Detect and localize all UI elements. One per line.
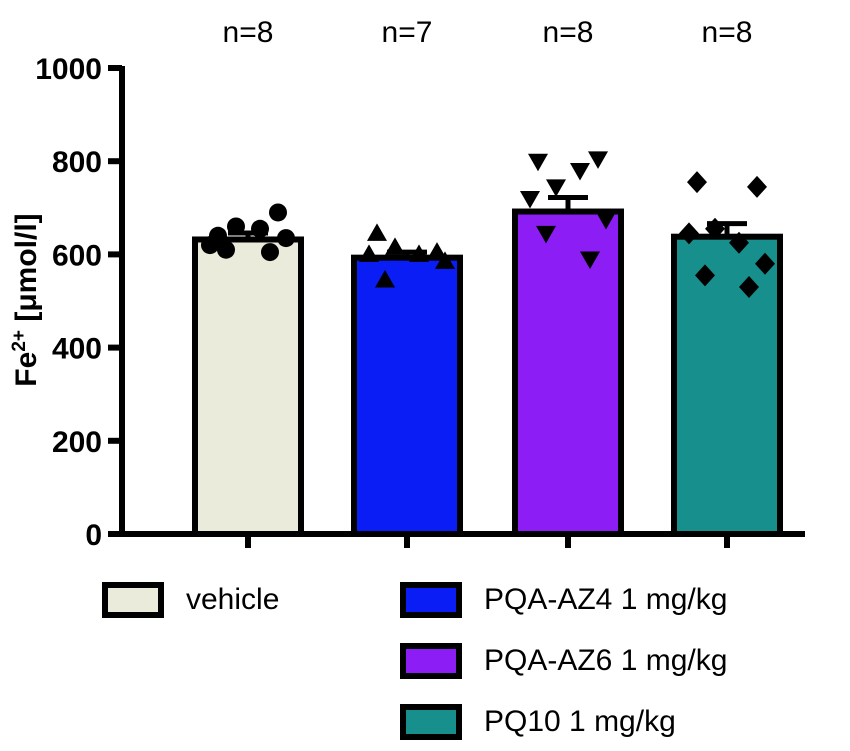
y-tick-label: 0 bbox=[85, 519, 102, 552]
data-point bbox=[375, 270, 395, 288]
data-point bbox=[427, 242, 447, 260]
data-point bbox=[705, 217, 725, 240]
data-point bbox=[755, 252, 775, 275]
n-label: n=7 bbox=[382, 16, 433, 49]
data-point bbox=[687, 171, 707, 194]
y-tick-label: 800 bbox=[52, 146, 102, 179]
y-tick-label: 200 bbox=[52, 426, 102, 459]
bar bbox=[192, 236, 304, 537]
data-point bbox=[520, 190, 540, 209]
y-tick-label: 1000 bbox=[35, 53, 102, 86]
data-point bbox=[596, 211, 616, 230]
data-point bbox=[536, 225, 556, 244]
data-point bbox=[739, 276, 759, 299]
bar bbox=[671, 233, 783, 538]
bar bbox=[512, 208, 624, 537]
data-point bbox=[269, 203, 287, 222]
y-axis: 0 200 400 600 800 1000 bbox=[35, 53, 125, 552]
data-point bbox=[367, 223, 387, 241]
data-point bbox=[385, 237, 405, 255]
data-points bbox=[201, 151, 775, 299]
y-tick-label: 600 bbox=[52, 239, 102, 272]
data-point bbox=[359, 244, 379, 262]
data-point bbox=[227, 217, 245, 236]
y-axis-title: Fe2+ [μmol/l] bbox=[9, 213, 43, 386]
data-point bbox=[588, 151, 608, 169]
data-point bbox=[747, 175, 767, 198]
data-point bbox=[695, 264, 715, 287]
y-tick-label: 400 bbox=[52, 333, 102, 366]
data-point bbox=[570, 163, 590, 181]
data-point bbox=[679, 222, 699, 245]
error-bars bbox=[228, 195, 747, 258]
bar bbox=[351, 254, 463, 537]
data-point bbox=[409, 244, 429, 262]
data-point bbox=[528, 153, 548, 172]
data-point bbox=[261, 243, 279, 262]
n-label: n=8 bbox=[543, 16, 594, 49]
data-point bbox=[201, 236, 219, 255]
data-point bbox=[251, 219, 269, 238]
data-point bbox=[277, 229, 295, 248]
bars bbox=[192, 208, 783, 538]
data-point bbox=[217, 240, 235, 259]
data-point bbox=[580, 251, 600, 270]
data-point bbox=[729, 231, 749, 254]
n-labels: n=8 n=7 n=8 n=8 bbox=[223, 16, 753, 49]
n-label: n=8 bbox=[223, 16, 274, 49]
data-point bbox=[435, 251, 455, 269]
n-label: n=8 bbox=[702, 16, 753, 49]
data-point bbox=[546, 179, 566, 197]
